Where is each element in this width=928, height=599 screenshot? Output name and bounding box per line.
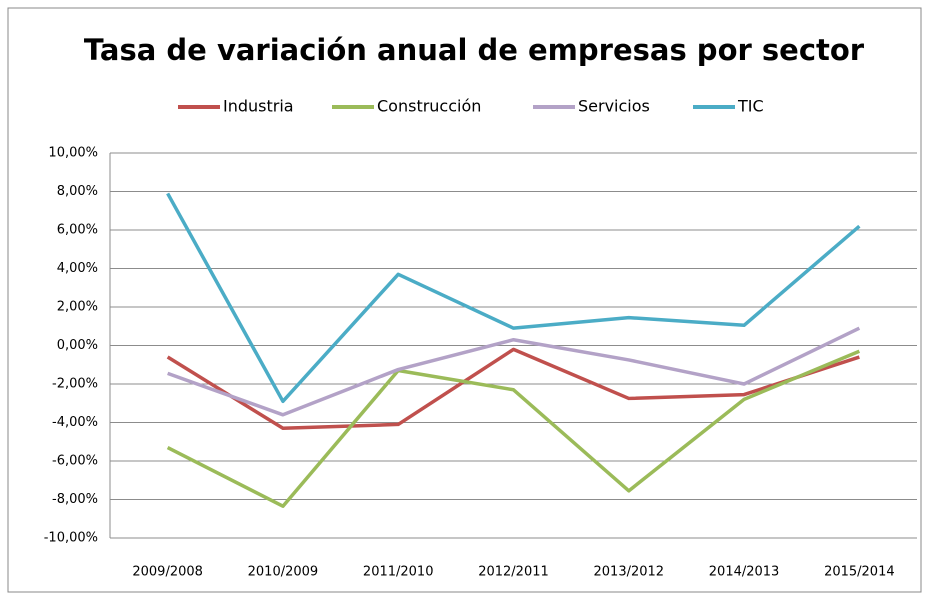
y-tick-label: -10,00% bbox=[44, 531, 98, 546]
y-tick-label: -4,00% bbox=[52, 415, 98, 430]
legend-label: Industria bbox=[223, 97, 294, 116]
legend-label: Servicios bbox=[578, 97, 650, 116]
legend-label: TIC bbox=[737, 97, 764, 116]
x-tick-label: 2011/2010 bbox=[363, 565, 434, 580]
chart-frame bbox=[7, 7, 922, 593]
y-tick-label: 2,00% bbox=[57, 300, 98, 315]
x-tick-label: 2010/2009 bbox=[248, 565, 319, 580]
x-tick-label: 2015/2014 bbox=[824, 565, 895, 580]
chart-title: Tasa de variación anual de empresas por … bbox=[84, 33, 865, 67]
y-tick-label: -6,00% bbox=[52, 454, 98, 469]
y-tick-label: 8,00% bbox=[57, 184, 98, 199]
x-tick-label: 2014/2013 bbox=[709, 565, 780, 580]
legend-label: Construcción bbox=[377, 97, 481, 116]
y-tick-label: -2,00% bbox=[52, 377, 98, 392]
y-tick-label: 10,00% bbox=[48, 146, 98, 161]
y-tick-label: -8,00% bbox=[52, 492, 98, 507]
y-tick-label: 0,00% bbox=[57, 338, 98, 353]
y-tick-label: 6,00% bbox=[57, 223, 98, 238]
series-line bbox=[166, 347, 860, 431]
series-line bbox=[166, 192, 861, 404]
series-line bbox=[166, 349, 861, 508]
x-tick-label: 2013/2012 bbox=[594, 565, 665, 580]
series-line bbox=[167, 326, 861, 417]
x-tick-label: 2009/2008 bbox=[132, 565, 203, 580]
y-tick-label: 4,00% bbox=[57, 261, 98, 276]
x-tick-label: 2012/2011 bbox=[478, 565, 549, 580]
